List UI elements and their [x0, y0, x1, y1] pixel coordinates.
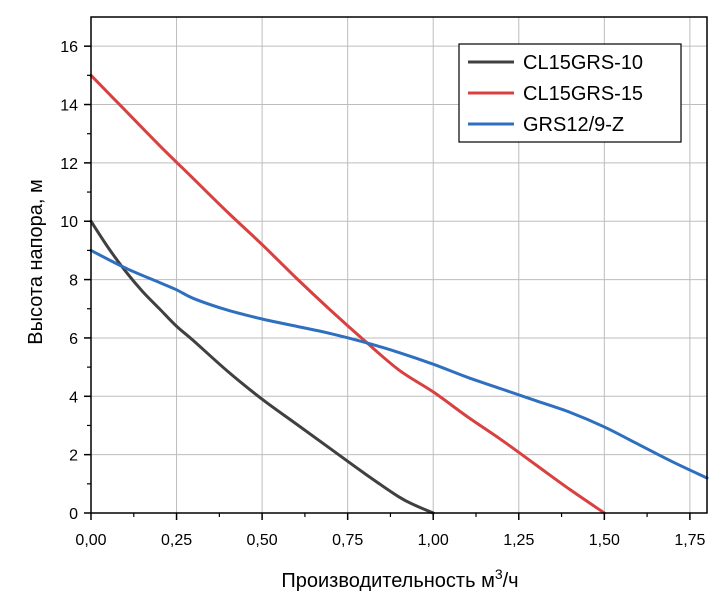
- y-tick-label: 6: [69, 331, 78, 348]
- tick-labels: 0,00 0,25 0,50 0,75 1,00 1,25 1,50 1,75 0 2 4 6 8 10 1…: [60, 39, 705, 549]
- series-layer: [89, 73, 709, 515]
- x-tick-label: 0,25: [161, 532, 192, 549]
- legend: CL15GRS-10 CL15GRS-15 GRS12/9-Z: [458, 43, 682, 143]
- y-tick-label: 12: [60, 156, 78, 173]
- x-tick-label: 0,75: [332, 532, 363, 549]
- y-tick-label: 4: [69, 389, 78, 406]
- y-axis-title: Высота напора, м: [25, 179, 47, 344]
- legend-label-cl15grs-10: CL15GRS-10: [523, 52, 643, 74]
- y-tick-label: 14: [60, 98, 78, 115]
- series-line-cl15grs-15: [89, 73, 606, 515]
- y-tick-label: 8: [69, 273, 78, 290]
- legend-label-grs12-9-z: GRS12/9-Z: [523, 114, 624, 136]
- plot-frame: [90, 16, 708, 514]
- series-line-cl15grs-10: [89, 219, 435, 515]
- x-tick-label: 1,50: [589, 532, 620, 549]
- axis-ticks: [84, 45, 691, 520]
- legend-label-cl15grs-15: CL15GRS-15: [523, 83, 643, 105]
- series-line-grs12-9-z: [89, 248, 709, 480]
- x-tick-label: 0,00: [75, 532, 106, 549]
- x-tick-label: 1,25: [503, 532, 534, 549]
- x-tick-label: 1,00: [418, 532, 449, 549]
- x-tick-label: 0,50: [247, 532, 278, 549]
- y-tick-label: 16: [60, 39, 78, 56]
- y-tick-label: 10: [60, 214, 78, 231]
- y-tick-label: 0: [69, 506, 78, 523]
- x-axis-title: Производительность м3/ч: [281, 566, 518, 592]
- x-axis-title-superscript: 3: [495, 566, 503, 582]
- y-tick-label: 2: [69, 448, 78, 465]
- x-tick-label: 1,75: [674, 532, 705, 549]
